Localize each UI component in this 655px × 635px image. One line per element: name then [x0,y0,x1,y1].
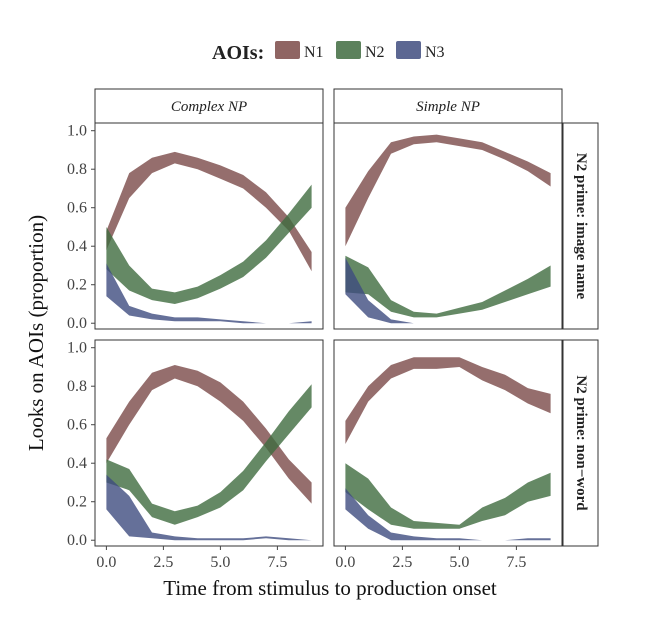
legend-key-n3 [396,41,421,59]
x-tick-label: 5.0 [449,554,469,571]
x-tick-label: 0.0 [96,554,116,571]
y-tick-label: 0.0 [67,315,87,332]
strip-top-2 [333,88,563,124]
legend-label-n2: N2 [365,44,385,61]
ribbon-n1 [106,365,312,504]
legend: AOIs: N1 N2 N3 [212,41,445,64]
y-tick-label: 0.8 [67,378,87,395]
strip-label-column-2: Simple NP [416,99,480,115]
y-tick-label: 0.6 [67,200,87,217]
y-tick-label: 0.0 [67,532,87,549]
strip-right-2 [562,339,599,547]
strip-label-row-2: N2 prime: non−word [573,375,589,511]
x-axis-title: Time from stimulus to production onset [163,576,497,600]
panel-2 [333,122,563,330]
y-axis-title: Looks on AOIs (proportion) [24,215,48,451]
panel-4 [333,339,563,547]
axes: 0.0 0.2 0.4 0.6 0.8 1.0 0.0 0.2 0.4 0.6 0.8 1.0 0.0 2… [67,123,526,571]
y-tick-label: 1.0 [67,123,87,140]
x-tick-label: 2.5 [153,554,173,571]
panel-areas [106,365,312,541]
panel-areas [345,134,551,324]
y-tick-label: 0.2 [67,494,87,511]
ribbon-n3 [106,474,312,541]
panel-areas [345,357,551,541]
ribbon-n1 [106,151,312,272]
panel-3 [94,339,324,547]
y-tick-label: 0.4 [67,238,87,255]
ribbon-n2 [345,463,551,529]
panel-1 [94,122,324,330]
facet-panels [94,122,563,547]
legend-key-n1 [275,41,300,59]
y-tick-label: 0.2 [67,277,87,294]
legend-title: AOIs: [212,42,264,64]
ribbon-n2 [345,255,551,318]
panel-background [333,122,563,330]
y-tick-label: 0.8 [67,161,87,178]
x-tick-label: 7.5 [267,554,287,571]
x-tick-label: 7.5 [506,554,526,571]
panel-background [333,339,563,547]
ribbon-n2 [106,384,312,525]
ribbon-n1 [345,357,551,444]
strip-label-column-1: Complex NP [171,99,247,115]
ribbon-n2 [106,184,312,304]
x-tick-label: 2.5 [392,554,412,571]
y-tick-label: 0.4 [67,455,87,472]
strip-top-1 [94,88,324,124]
y-tick-label: 0.6 [67,417,87,434]
legend-label-n1: N1 [304,44,324,61]
facet-strips: Complex NP Simple NP N2 prime: image name N… [94,88,599,547]
legend-label-n3: N3 [425,44,445,61]
x-tick-label: 5.0 [210,554,230,571]
legend-key-n2 [336,41,361,59]
strip-label-row-1: N2 prime: image name [573,153,589,300]
y-tick-label: 1.0 [67,340,87,357]
strip-right-1 [562,122,599,330]
x-tick-label: 0.0 [335,554,355,571]
panel-areas [106,151,312,324]
